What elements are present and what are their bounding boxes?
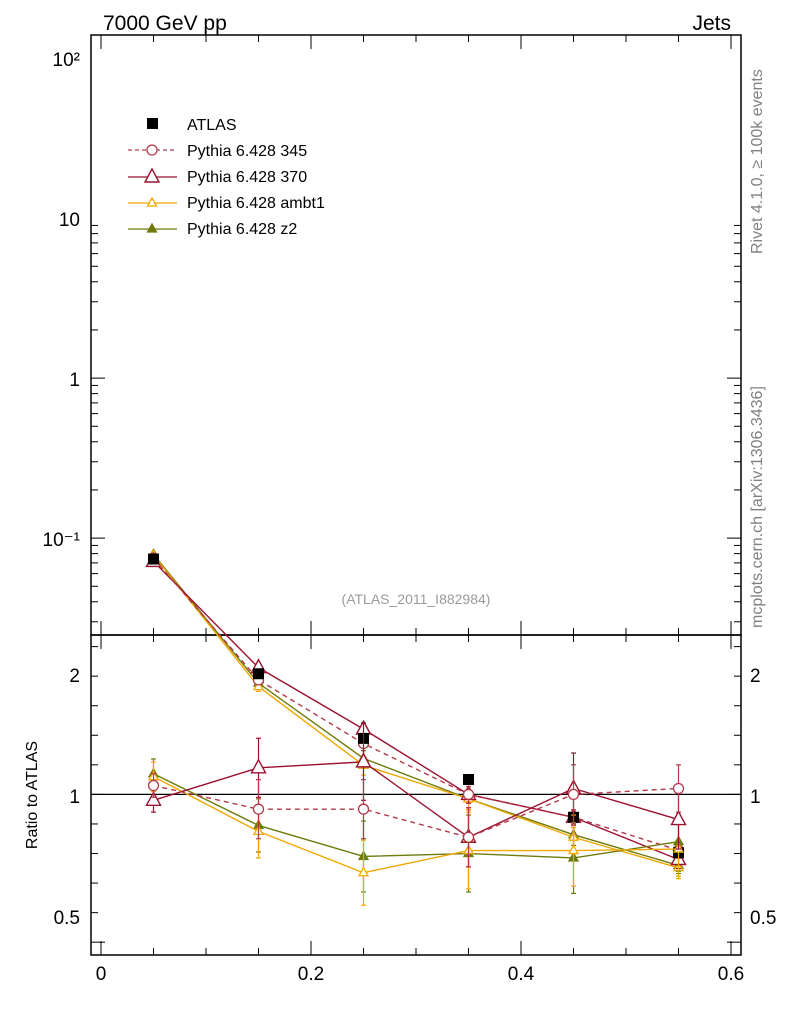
main-point-345: [462, 788, 475, 801]
ratio-point-345: [462, 831, 475, 843]
legend-marker-ambt1: [146, 196, 158, 207]
x-tick-label: 0: [96, 964, 107, 985]
ratio-axis-ticks: [91, 635, 741, 955]
atlas-data-point: [253, 668, 264, 680]
x-tick-label: 0.6: [718, 964, 744, 985]
ratio-point-370: [670, 810, 687, 826]
legend-entry-345: Pythia 6.428 345: [187, 143, 307, 160]
ratio-line-345: [153, 784, 679, 838]
y-tick-label: 10⁻¹: [43, 530, 81, 551]
x-tick-label: 0.4: [508, 964, 535, 985]
x-tick-label: 0.2: [298, 964, 324, 985]
ratio-line-z2: [153, 773, 679, 859]
analysis-id: (ATLAS_2011_I882984): [342, 591, 491, 607]
ratio-y-axis-label: Ratio to ATLAS: [24, 741, 41, 849]
ratio-y-tick-label: 2: [69, 666, 80, 687]
category-label: Jets: [692, 12, 731, 35]
legend-entry-370: Pythia 6.428 370: [187, 169, 307, 186]
ratio-y-tick-label: 0.5: [54, 908, 80, 929]
ratio-line-ambt1: [153, 776, 679, 874]
legend-marker-370: [143, 167, 161, 183]
y-tick-label: 10²: [53, 50, 80, 71]
legend-entry-ambt1: Pythia 6.428 ambt1: [187, 195, 325, 212]
ratio-point-345: [672, 782, 685, 795]
ratio-point-370: [145, 790, 162, 807]
ratio-y-tick-label-right: 2: [750, 666, 761, 687]
ratio-point-345: [147, 779, 160, 792]
legend-marker-z2: [146, 222, 158, 233]
y-tick-label: 10: [59, 210, 80, 231]
ratio-point-370: [250, 758, 267, 774]
ratio-point-ambt1: [567, 844, 580, 855]
ratio-point-ambt1: [357, 866, 370, 877]
main-point-ambt1: [252, 680, 265, 691]
main-line-ambt1: [152, 554, 679, 869]
ratio-point-345: [567, 788, 580, 801]
mcplots-label: mcplots.cern.ch [arXiv:1306.3436]: [749, 386, 766, 628]
rivet-label: Rivet 4.1.0, ≥ 100k events: [749, 69, 766, 254]
ratio-point-345: [357, 803, 370, 815]
legend: ATLAS Pythia 6.428 345 Pythia 6.428 370 …: [128, 117, 325, 238]
main-axis-ticks: [91, 35, 741, 635]
legend-entry-z2: Pythia 6.428 z2: [187, 221, 297, 238]
legend-marker-atlas: [147, 118, 158, 129]
ratio-y-tick-label-right: 0.5: [750, 908, 776, 929]
atlas-data-point: [148, 553, 159, 565]
main-line-370: [153, 560, 679, 861]
main-line-z2: [152, 554, 679, 867]
collision-label: 7000 GeV pp: [103, 12, 227, 35]
ratio-y-tick-label: 1: [69, 787, 80, 808]
ratio-y-tick-label-right: 1: [750, 787, 761, 808]
y-tick-label: 1: [69, 370, 80, 391]
legend-entry-atlas: ATLAS: [187, 117, 237, 134]
main-line-345: [152, 557, 679, 851]
atlas-data-point: [463, 773, 474, 785]
main-series-layer: [145, 548, 687, 877]
ratio-point-370: [355, 752, 372, 768]
ratio-series-layer: [145, 722, 687, 906]
ratio-point-345: [252, 803, 265, 815]
legend-marker-345: [146, 144, 158, 156]
